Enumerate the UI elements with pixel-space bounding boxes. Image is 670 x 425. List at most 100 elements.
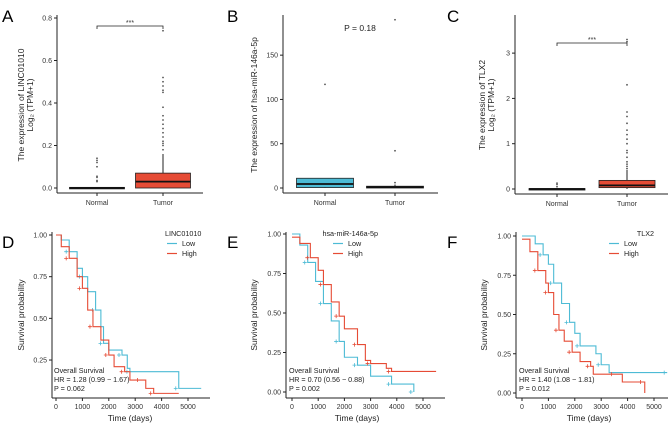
y-axis-label: The expression of TLX2	[477, 60, 487, 150]
outlier-point	[162, 140, 164, 143]
outlier-point	[394, 149, 396, 152]
censor-mark	[352, 342, 357, 347]
x-tick-label: 0	[290, 404, 294, 411]
y-axis-label: The expression of hsa-miR-146a-5p	[249, 37, 259, 173]
outlier-point	[394, 181, 396, 184]
outlier-point	[556, 183, 558, 186]
outlier-point	[96, 165, 98, 168]
y-tick-label: 0	[506, 187, 510, 194]
legend-label-high: High	[348, 249, 363, 258]
panel-b: B 0 50 100 150 The expression of hsa-miR-146a…	[227, 7, 438, 207]
x-axis-label: Time (days)	[335, 413, 380, 423]
y-tick-label: 3	[506, 51, 510, 58]
outlier-point	[162, 123, 164, 126]
outlier-point	[162, 144, 164, 147]
y-tick-label: 50	[270, 141, 278, 148]
legend-title: LINC01010	[165, 229, 201, 238]
censor-mark	[148, 391, 153, 396]
censor-mark	[596, 362, 601, 367]
x-tick-label: 4000	[389, 404, 405, 411]
x-tick-label: 5000	[415, 404, 431, 411]
legend-label-low: Low	[182, 239, 196, 248]
significance-bracket	[96, 25, 164, 29]
outlier-point	[324, 83, 326, 86]
censor-mark	[334, 314, 339, 319]
outlier-point	[626, 40, 628, 43]
censor-mark	[365, 361, 370, 366]
y-tick-label: 0.6	[42, 58, 52, 65]
p-value-label: P = 0.18	[344, 23, 376, 33]
x-tick-label: 0	[54, 404, 58, 411]
censor-mark	[103, 353, 108, 358]
outlier-point	[162, 89, 164, 92]
censor-mark	[638, 380, 643, 385]
y-tick-label: 0.50	[497, 312, 511, 319]
y-axis-label: Log₂ (TPM+1)	[486, 78, 496, 131]
censor-mark	[548, 281, 553, 286]
y-tick-label: 0.4	[42, 101, 52, 108]
stats-annotation: HR = 1.40 (1.08 − 1.81)	[519, 375, 595, 384]
outlier-point	[626, 138, 628, 141]
censor-mark	[64, 256, 69, 261]
censor-mark	[305, 255, 310, 260]
censor-mark	[538, 252, 543, 257]
x-tick-label: 4000	[620, 404, 636, 411]
outlier-point	[626, 111, 628, 113]
panel-label: D	[2, 233, 14, 252]
y-tick-label: 0.25	[267, 350, 281, 357]
x-tick-label: 2000	[567, 404, 583, 411]
x-tick-label: 4000	[154, 404, 170, 411]
outlier-point	[626, 83, 628, 86]
panel-label: A	[2, 7, 14, 26]
x-tick-label: 5000	[646, 404, 662, 411]
censor-mark	[567, 350, 572, 355]
censor-mark	[553, 328, 558, 333]
censor-mark	[117, 353, 121, 358]
legend-label-high: High	[182, 249, 197, 258]
censor-mark	[87, 324, 92, 329]
censor-mark	[532, 268, 537, 273]
censor-mark	[585, 364, 590, 369]
outlier-point	[626, 163, 628, 165]
significance-label: ***	[126, 20, 134, 27]
y-tick-label: 1	[506, 141, 510, 148]
y-tick-label: 0.00	[497, 391, 511, 398]
x-tick-label: 0	[520, 404, 524, 411]
outlier-point	[162, 91, 164, 94]
outlier-point	[162, 136, 164, 138]
x-axis-label: Time (days)	[567, 413, 612, 423]
panel-e: E 0.00 0.25 0.50 0.75 1.00 Survival probabilit…	[227, 229, 445, 423]
censor-mark	[352, 363, 357, 368]
outlier-point	[626, 129, 628, 132]
censor-mark	[408, 390, 413, 394]
stats-annotation: HR = 0.70 (0.56 − 0.88)	[289, 375, 365, 384]
box-tumor	[135, 172, 191, 189]
outlier-point	[162, 148, 164, 151]
outlier-point	[556, 185, 558, 188]
outlier-point	[96, 159, 98, 162]
y-tick-label: 0.50	[33, 316, 47, 323]
x-tick-label: 3000	[127, 404, 143, 411]
censor-mark	[543, 290, 548, 295]
survival-curve-high	[522, 238, 646, 393]
censor-mark	[318, 282, 323, 287]
panel-label: F	[447, 233, 457, 252]
outlier-point	[626, 38, 628, 41]
outlier-point	[394, 18, 396, 21]
legend-title: hsa-miR-146a-5p	[322, 229, 378, 238]
outlier-point	[162, 76, 164, 79]
y-tick-label: 0.25	[33, 358, 47, 365]
censor-mark	[119, 369, 124, 374]
panel-label: C	[447, 7, 459, 26]
y-axis-label: Log₂ (TPM+1)	[25, 78, 35, 131]
y-axis-label: Survival probability	[479, 279, 489, 351]
outlier-point	[626, 133, 628, 136]
censor-mark	[662, 370, 667, 375]
y-tick-label: 0.25	[497, 351, 511, 358]
outlier-point	[626, 122, 628, 125]
censor-mark	[334, 339, 339, 344]
outlier-point	[626, 115, 628, 118]
y-tick-label: 1.00	[267, 232, 281, 239]
outlier-point	[162, 127, 164, 130]
